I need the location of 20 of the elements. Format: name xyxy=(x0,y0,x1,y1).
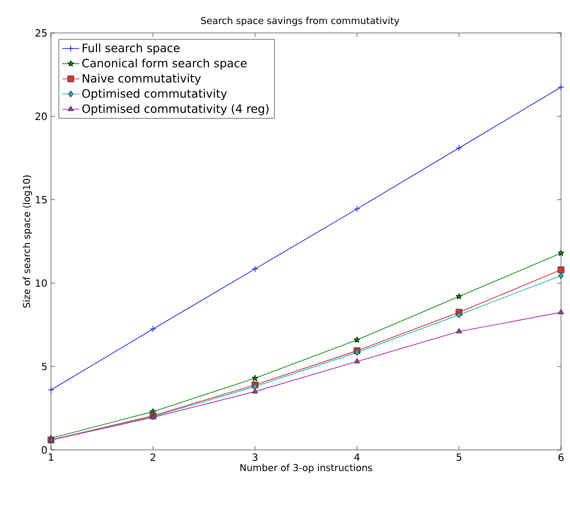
y-tick-label: 25 xyxy=(36,29,47,37)
y-tick-label: 15 xyxy=(36,196,47,204)
legend-label: Optimised commutativity xyxy=(82,88,227,100)
x-tick-label: 5 xyxy=(456,453,462,461)
y-tick-label: 0 xyxy=(42,446,47,454)
y-tick-label: 20 xyxy=(36,112,47,120)
x-axis-title: Number of 3-op instructions xyxy=(240,464,372,473)
legend-label: Full search space xyxy=(82,43,180,54)
x-tick-label: 3 xyxy=(252,453,258,461)
chart-title: Search space savings from commutativity xyxy=(201,16,400,26)
legend-label: Naive commutativity xyxy=(82,74,201,85)
legend-label: Optimised commutativity (4 reg) xyxy=(82,104,269,116)
x-tick-label: 1 xyxy=(48,453,54,461)
y-tick-label: 5 xyxy=(42,362,47,370)
x-tick-label: 6 xyxy=(558,453,564,461)
x-tick-label: 4 xyxy=(354,453,360,461)
y-tick-label: 10 xyxy=(36,279,47,287)
legend-label: Canonical form search space xyxy=(82,58,247,70)
y-axis-title: Size of search space (log10) xyxy=(22,175,32,308)
x-tick-label: 2 xyxy=(150,453,156,461)
